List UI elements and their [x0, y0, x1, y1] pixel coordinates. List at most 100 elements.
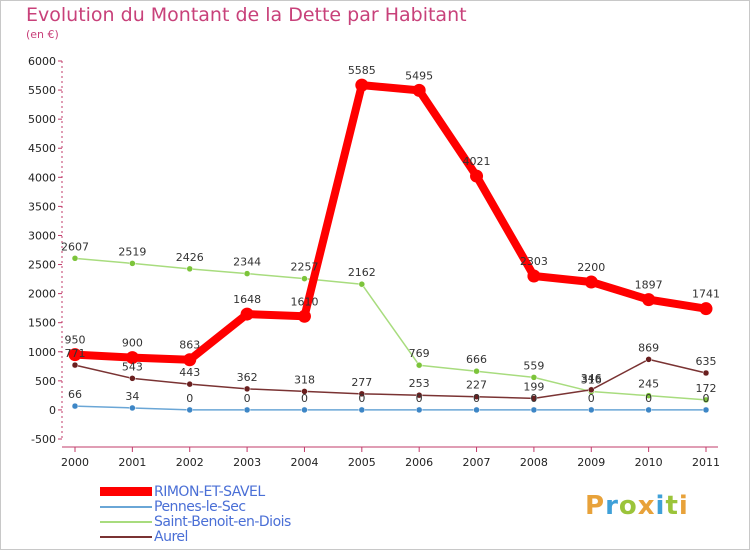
data-label: 863: [179, 339, 200, 352]
data-point: [473, 393, 480, 400]
data-point: [301, 406, 308, 414]
data-point: [415, 391, 423, 399]
data-label: 1648: [233, 293, 261, 306]
y-tick-label: 1500: [28, 317, 56, 330]
data-point: [186, 406, 193, 414]
x-tick-label: 2003: [233, 456, 261, 469]
y-tick-label: 4500: [28, 142, 56, 155]
x-tick-label: 2009: [577, 456, 605, 469]
data-point: [186, 380, 193, 388]
data-point: [527, 269, 541, 283]
data-label: 950: [65, 334, 86, 347]
data-label: 4021: [463, 155, 491, 168]
y-tick-label: 5500: [28, 84, 56, 97]
series-line: [74, 257, 707, 401]
legend-swatch: [100, 535, 152, 538]
data-label: 2162: [348, 266, 376, 279]
data-label: 2303: [520, 255, 548, 268]
data-point: [71, 255, 79, 262]
data-label: 2257: [290, 261, 318, 274]
data-point: [129, 404, 136, 412]
data-label: 0: [301, 392, 308, 405]
series-line: [74, 358, 707, 400]
y-tick-label: 500: [35, 375, 56, 388]
data-point: [645, 406, 652, 414]
data-label: 2426: [176, 251, 204, 264]
data-label: 869: [638, 341, 659, 354]
data-point: [358, 280, 366, 288]
data-point: [71, 402, 79, 410]
data-label: 0: [703, 392, 710, 405]
data-point: [183, 353, 197, 367]
data-label: 227: [466, 379, 487, 392]
series-line: [71, 81, 710, 364]
data-label: 0: [588, 392, 595, 405]
data-label: 900: [122, 337, 143, 350]
legend-item: Pennes-le-Sec: [100, 499, 291, 515]
data-label: 0: [530, 392, 537, 405]
x-tick-label: 2004: [290, 456, 318, 469]
y-tick-label: 3500: [28, 200, 56, 213]
data-label: 346: [581, 372, 602, 385]
data-point: [68, 348, 82, 362]
data-point: [642, 293, 656, 307]
y-tick-label: 0: [49, 404, 56, 417]
data-label: 2519: [118, 245, 146, 258]
data-point: [129, 260, 136, 267]
data-label: 5495: [405, 69, 433, 82]
data-point: [588, 386, 595, 394]
data-point: [530, 374, 538, 381]
y-tick-label: 4000: [28, 171, 56, 184]
data-point: [530, 406, 538, 414]
data-label: 0: [358, 392, 365, 405]
data-label: 0: [473, 392, 480, 405]
x-tick-label: 2005: [348, 456, 376, 469]
data-label: 1610: [290, 295, 318, 308]
logo-letter: t: [665, 491, 679, 521]
data-point: [358, 390, 366, 398]
data-point: [129, 375, 136, 382]
data-point: [240, 307, 254, 321]
y-tick-label: 6000: [28, 55, 56, 68]
data-label: 0: [244, 392, 251, 405]
data-label: 635: [696, 355, 717, 368]
data-label: 0: [645, 392, 652, 405]
data-label: 443: [179, 366, 200, 379]
data-point: [186, 265, 193, 273]
data-label: 172: [696, 382, 717, 395]
data-point: [415, 406, 423, 414]
logo-letter: o: [618, 491, 638, 521]
logo-letter: r: [605, 491, 619, 521]
data-point: [71, 361, 79, 369]
legend-swatch: [100, 520, 152, 523]
data-label: 66: [68, 388, 82, 401]
data-label: 34: [125, 390, 139, 403]
legend-item: RIMON-ET-SAVEL: [100, 484, 291, 500]
series-line: [74, 405, 707, 411]
data-point: [125, 351, 139, 365]
data-label: 0: [416, 392, 423, 405]
data-label: 245: [638, 378, 659, 391]
y-tick-label: 1000: [28, 346, 56, 359]
data-label: 2344: [233, 256, 261, 269]
y-tick-label: 5000: [28, 113, 56, 126]
chart-title: Evolution du Montant de la Dette par Hab…: [26, 4, 467, 26]
data-point: [301, 388, 308, 395]
data-point: [355, 78, 369, 92]
data-point: [588, 406, 595, 414]
legend-swatch: [100, 505, 152, 508]
data-point: [473, 367, 480, 375]
data-point: [699, 302, 713, 316]
y-tick-label: -500: [31, 433, 56, 446]
data-label-layer: 66 34 0 0 0 0 0 0 0 0 0 0 2607 2519 2426 2344 2257 2162 76…: [61, 64, 720, 405]
data-point: [702, 406, 710, 414]
x-tick-label: 2010: [635, 456, 663, 469]
x-tick-label: 2002: [176, 456, 204, 469]
legend-item: Aurel: [100, 529, 291, 545]
data-point: [473, 406, 480, 414]
data-point: [645, 392, 652, 399]
data-label: 2200: [577, 261, 605, 274]
logo-letter: i: [655, 491, 666, 521]
data-point: [530, 395, 538, 402]
